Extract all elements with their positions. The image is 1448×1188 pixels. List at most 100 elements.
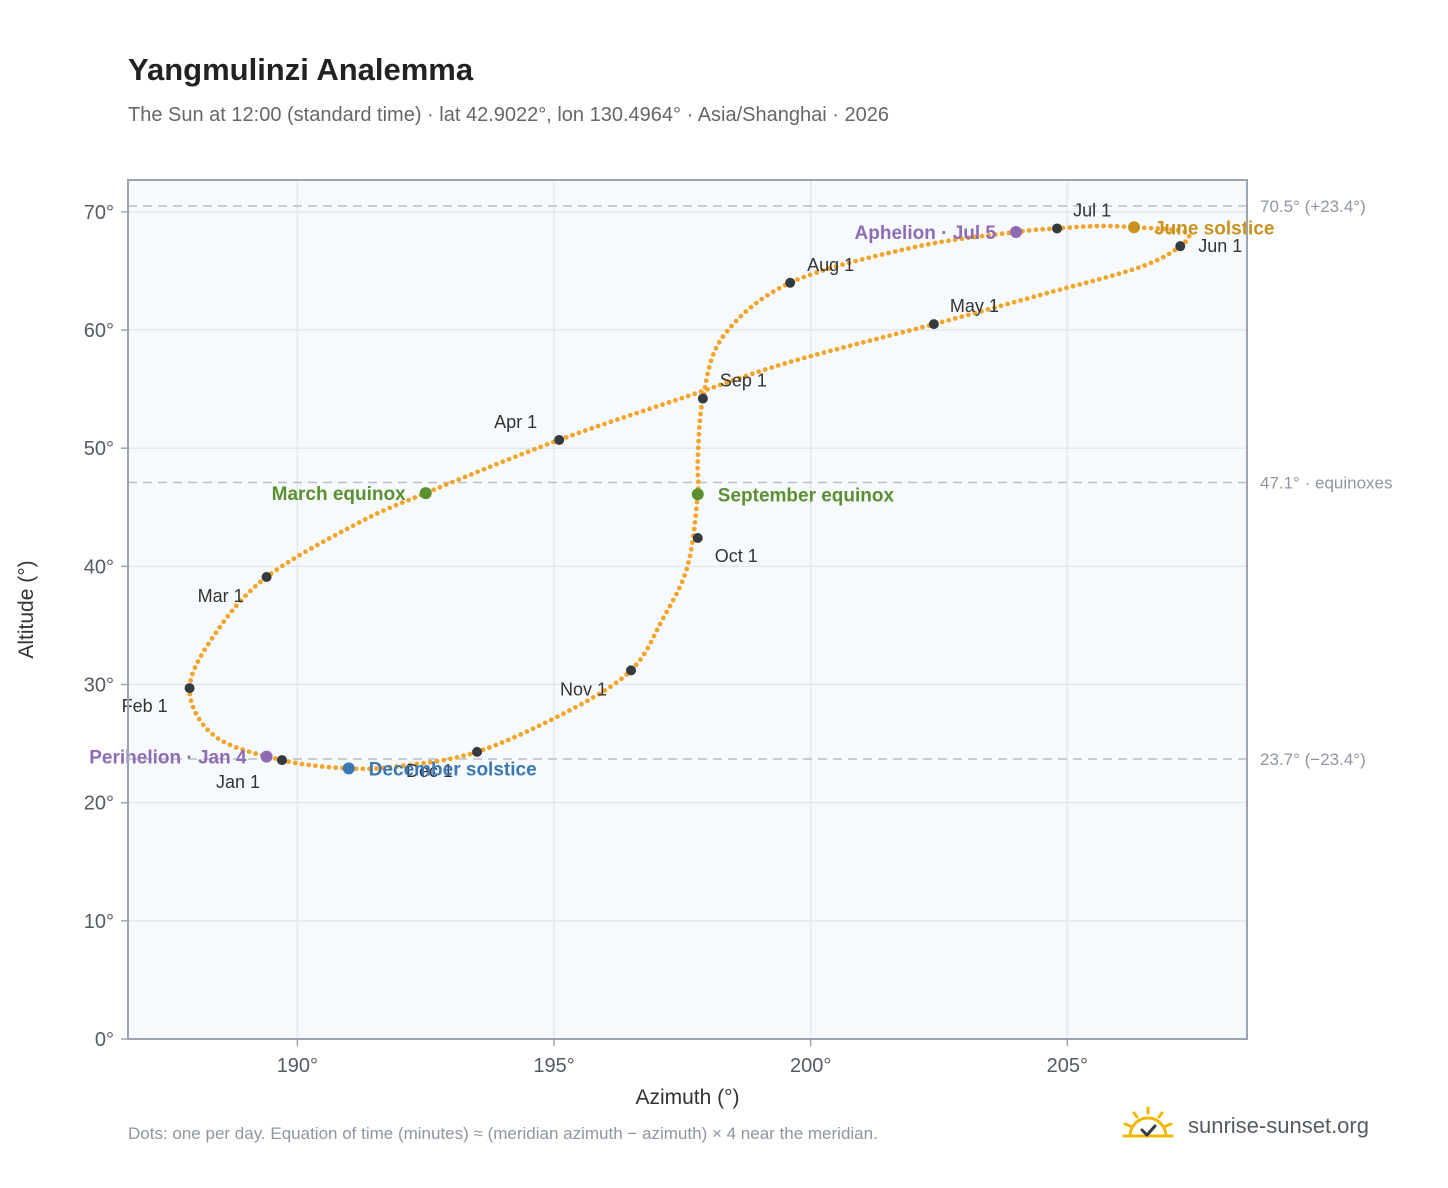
daily-sun-dot bbox=[221, 739, 227, 745]
daily-sun-dot bbox=[695, 479, 701, 485]
daily-sun-dot bbox=[672, 397, 678, 403]
daily-sun-dot bbox=[695, 452, 701, 458]
reference-line-label: 70.5° (+23.4°) bbox=[1260, 197, 1366, 216]
month-marker-label: Jul 1 bbox=[1073, 200, 1111, 220]
daily-sun-dot bbox=[696, 438, 701, 444]
month-marker-label: May 1 bbox=[950, 296, 999, 316]
daily-sun-dot bbox=[1024, 296, 1030, 302]
daily-sun-dot bbox=[834, 346, 840, 352]
daily-sun-dot bbox=[202, 647, 208, 653]
daily-sun-dot bbox=[326, 536, 332, 541]
daily-sun-dot bbox=[475, 469, 481, 475]
daily-sun-dot bbox=[986, 232, 992, 238]
daily-sun-dot bbox=[1186, 233, 1192, 239]
month-marker-label: Dec 1 bbox=[406, 761, 453, 781]
daily-sun-dot bbox=[454, 755, 460, 760]
daily-sun-dot bbox=[320, 539, 326, 545]
daily-sun-dot bbox=[692, 519, 698, 525]
daily-sun-dot bbox=[1031, 294, 1037, 300]
daily-sun-dot bbox=[1064, 285, 1069, 291]
x-tick-label: 205° bbox=[1047, 1055, 1088, 1077]
month-marker-dot bbox=[276, 755, 287, 766]
daily-sun-dot bbox=[693, 506, 699, 512]
daily-sun-dot bbox=[912, 244, 918, 250]
daily-sun-dot bbox=[525, 449, 531, 455]
y-tick-label: 10° bbox=[84, 911, 114, 933]
daily-sun-dot bbox=[499, 740, 505, 745]
daily-sun-dot bbox=[673, 591, 679, 597]
y-tick-label: 70° bbox=[84, 202, 114, 224]
daily-sun-dot bbox=[1175, 227, 1181, 233]
daily-sun-dot bbox=[621, 414, 627, 420]
daily-sun-dot bbox=[692, 391, 698, 397]
daily-sun-dot bbox=[1116, 271, 1122, 277]
daily-sun-dot bbox=[795, 357, 801, 363]
y-tick-label: 60° bbox=[84, 320, 114, 342]
daily-sun-dot bbox=[1183, 239, 1188, 245]
daily-sun-dot bbox=[589, 425, 595, 431]
daily-sun-dot bbox=[666, 400, 672, 405]
daily-sun-dot bbox=[633, 662, 639, 668]
daily-sun-dot bbox=[500, 459, 506, 465]
daily-sun-dot bbox=[807, 272, 813, 278]
daily-sun-dot bbox=[570, 432, 575, 438]
reference-lines: 70.5° (+23.4°) 47.1° · equinoxes 23.7° (−2… bbox=[128, 197, 1393, 769]
daily-sun-dot bbox=[233, 745, 239, 750]
daily-sun-dot bbox=[686, 560, 691, 565]
daily-sun-dot bbox=[1129, 267, 1135, 273]
daily-sun-dot bbox=[716, 339, 722, 345]
daily-sun-dot bbox=[285, 559, 291, 565]
daily-sun-dot bbox=[519, 451, 525, 457]
daily-sun-dot bbox=[548, 717, 554, 723]
daily-sun-dot bbox=[979, 308, 984, 314]
axis-ticks: 190° 195° 200° 205° 0° 10° 20° 30° 40° 50° 60° 70° bbox=[84, 202, 1088, 1077]
month-marker-dot bbox=[1175, 241, 1186, 252]
brand-name[interactable]: sunrise-sunset.org bbox=[1188, 1113, 1369, 1138]
daily-sun-dot bbox=[412, 495, 418, 500]
daily-sun-dot bbox=[906, 246, 911, 251]
daily-sun-dot bbox=[695, 445, 701, 451]
daily-sun-dot bbox=[1123, 269, 1128, 275]
daily-sun-dot bbox=[872, 253, 878, 259]
daily-sun-dot bbox=[676, 585, 682, 591]
daily-sun-dot bbox=[833, 264, 839, 269]
daily-sun-dot bbox=[702, 384, 708, 390]
daily-sun-dot bbox=[919, 243, 925, 248]
daily-sun-dot bbox=[737, 375, 742, 381]
daily-sun-dot bbox=[542, 720, 548, 726]
event-label: December solstice bbox=[369, 759, 537, 780]
event-label: Aphelion · Jul 5 bbox=[855, 223, 997, 244]
daily-sun-dot bbox=[1162, 226, 1168, 232]
daily-sun-dot bbox=[467, 751, 473, 757]
daily-sun-dot bbox=[965, 312, 971, 318]
brand[interactable]: sunrise-sunset.org bbox=[1120, 1104, 1369, 1148]
daily-sun-dot bbox=[196, 716, 202, 722]
event-markers: March equinox September equinox June solst… bbox=[89, 218, 1274, 780]
month-marker-label: Sep 1 bbox=[720, 371, 767, 391]
daily-sun-dot bbox=[456, 477, 462, 482]
daily-sun-dot bbox=[406, 497, 411, 503]
daily-sun-dot bbox=[188, 678, 194, 683]
sun-logo-icon bbox=[1122, 1106, 1174, 1138]
daily-sun-dot bbox=[468, 471, 474, 477]
daily-sun-dot bbox=[640, 408, 646, 414]
daily-sun-dot bbox=[775, 363, 781, 368]
daily-sun-dot bbox=[344, 526, 350, 532]
daily-sun-dot bbox=[272, 756, 278, 761]
daily-sun-dot bbox=[615, 417, 620, 422]
daily-sun-dot bbox=[240, 747, 246, 753]
daily-sun-dot bbox=[326, 764, 332, 770]
event-marker-dot bbox=[342, 762, 355, 775]
daily-sun-dot bbox=[1155, 226, 1161, 231]
daily-sun-dot bbox=[939, 239, 945, 245]
daily-sun-dot bbox=[387, 764, 393, 770]
daily-sun-dot bbox=[867, 338, 873, 344]
month-marker-label: Apr 1 bbox=[494, 412, 537, 432]
event-marker-dot bbox=[419, 487, 432, 500]
daily-sun-dot bbox=[691, 526, 697, 532]
daily-sun-dot bbox=[313, 763, 318, 769]
daily-sun-dot bbox=[847, 343, 853, 349]
daily-sun-dot bbox=[506, 456, 512, 462]
daily-sun-dot bbox=[756, 369, 762, 375]
